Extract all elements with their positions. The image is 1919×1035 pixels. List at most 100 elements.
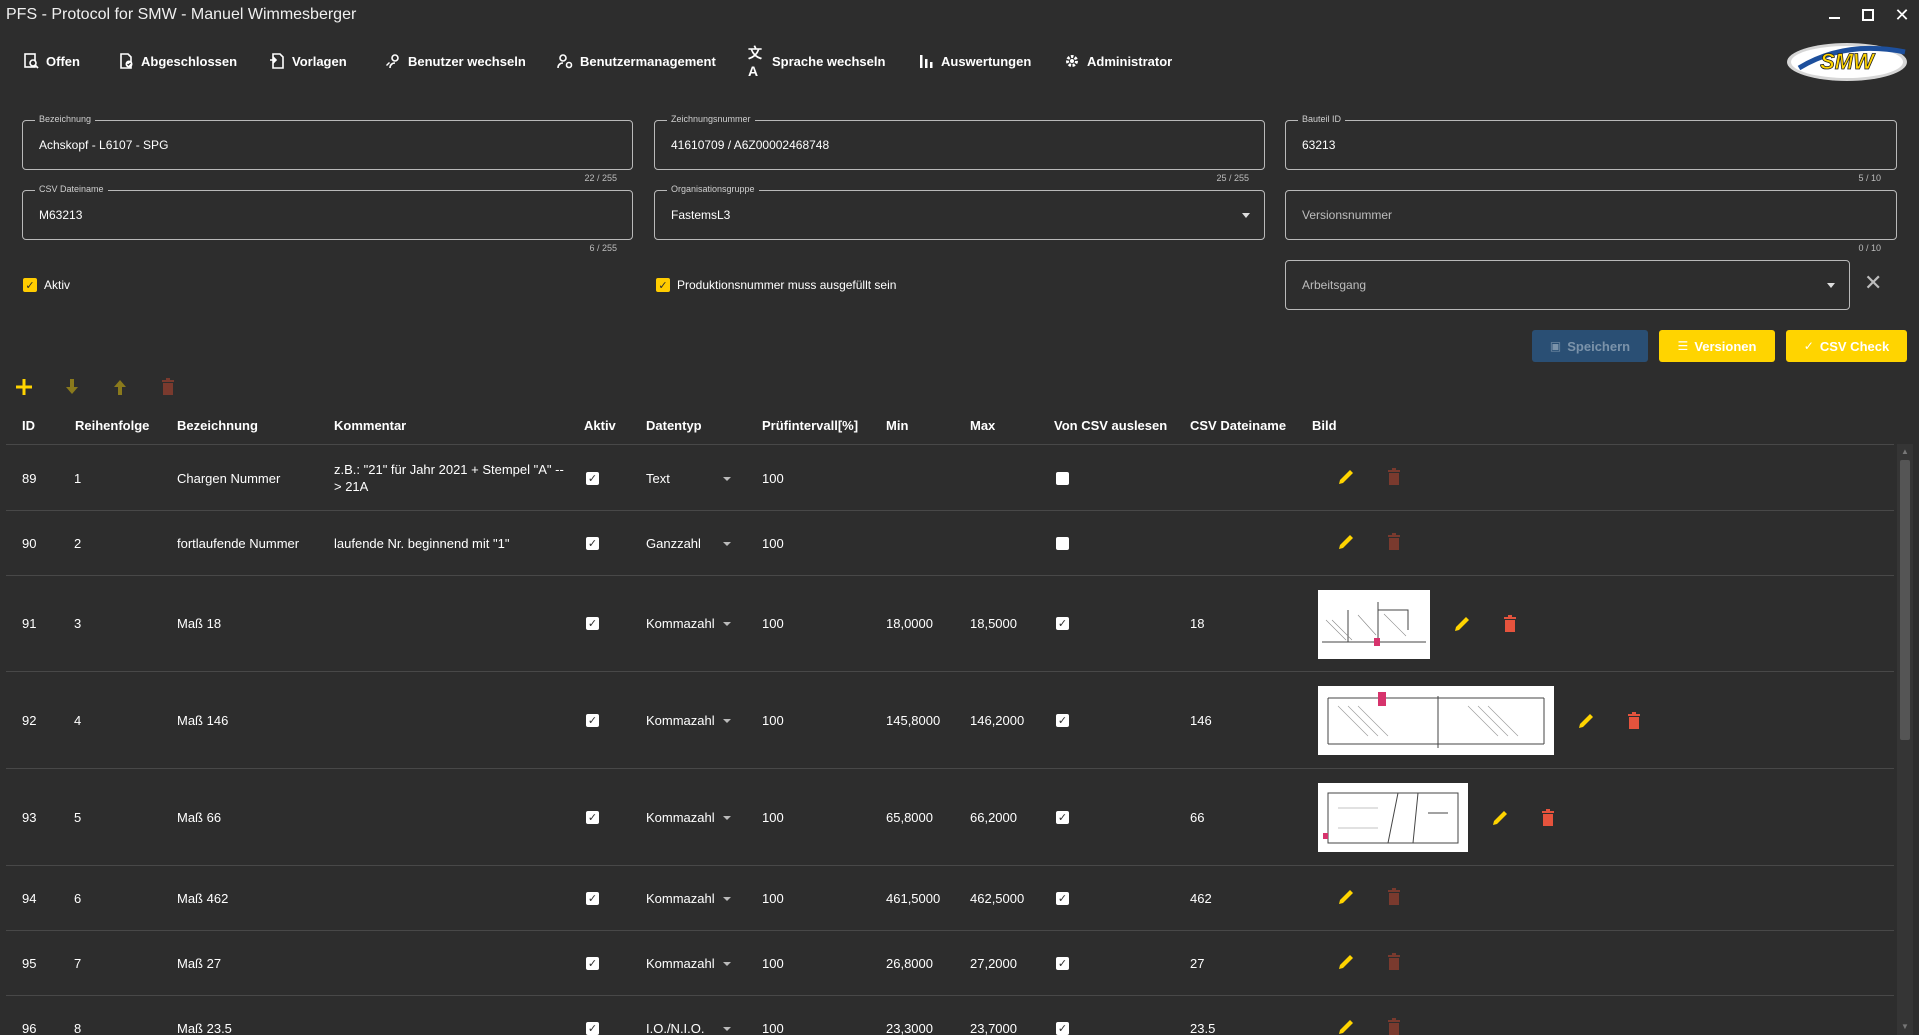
- scroll-down-icon[interactable]: ▼: [1901, 1022, 1909, 1031]
- scroll-up-icon[interactable]: ▲: [1901, 447, 1909, 456]
- table-row[interactable]: 93 5 Maß 66 ✓ Kommazahl 100 65,8000 66,2…: [6, 768, 1894, 865]
- arbeitsgang-select[interactable]: Arbeitsgang: [1285, 260, 1850, 310]
- column-header-bezeichnung[interactable]: Bezeichnung: [177, 418, 258, 433]
- cell-datatype[interactable]: Kommazahl: [646, 956, 715, 971]
- drawing-thumbnail[interactable]: [1318, 783, 1468, 852]
- cell-datatype[interactable]: Kommazahl: [646, 891, 715, 906]
- table-row[interactable]: 90 2 fortlaufende Nummer laufende Nr. be…: [6, 510, 1894, 575]
- cell-datatype[interactable]: Kommazahl: [646, 713, 715, 728]
- clear-arbeitsgang-button[interactable]: ✕: [1864, 270, 1883, 295]
- column-header-id[interactable]: ID: [22, 418, 35, 433]
- nav-auswertungen[interactable]: Auswertungen: [917, 50, 1031, 72]
- column-header-datentyp[interactable]: Datentyp: [646, 418, 702, 433]
- nav-offen[interactable]: Offen: [22, 50, 80, 72]
- versionsnummer-field[interactable]: Versionsnummer: [1285, 190, 1897, 240]
- csv-dateiname-field[interactable]: CSV Dateiname M63213: [22, 184, 633, 240]
- bauteil-id-field[interactable]: Bauteil ID 63213: [1285, 114, 1897, 170]
- aktiv-checkbox[interactable]: ✓: [586, 617, 599, 630]
- title-bar: PFS - Protocol for SMW - Manuel Wimmesbe…: [0, 0, 1919, 30]
- cell-datatype[interactable]: Text: [646, 471, 670, 486]
- csv-checkbox[interactable]: ✓: [1056, 617, 1069, 630]
- aktiv-checkbox[interactable]: ✓: [586, 957, 599, 970]
- column-header-csv-dateiname[interactable]: CSV Dateiname: [1190, 418, 1287, 433]
- cell-datatype[interactable]: I.O./N.I.O.: [646, 1021, 705, 1035]
- column-header-von-csv[interactable]: Von CSV auslesen: [1054, 418, 1168, 433]
- delete-image-button[interactable]: [1538, 807, 1558, 829]
- delete-image-button[interactable]: [1384, 951, 1404, 973]
- nav-abgeschlossen[interactable]: Abgeschlossen: [117, 50, 237, 72]
- drawing-thumbnail[interactable]: [1318, 590, 1430, 659]
- csv-checkbox[interactable]: ✓: [1056, 892, 1069, 905]
- table-row[interactable]: 89 1 Chargen Nummer z.B.: "21" für Jahr …: [6, 444, 1894, 510]
- versionen-button[interactable]: ☰ Versionen: [1659, 330, 1775, 362]
- delete-image-button[interactable]: [1384, 1016, 1404, 1035]
- table-row[interactable]: 94 6 Maß 462 ✓ Kommazahl 100 461,5000 46…: [6, 865, 1894, 930]
- csv-check-button[interactable]: ✓ CSV Check: [1786, 330, 1907, 362]
- csv-checkbox[interactable]: ✓: [1056, 714, 1069, 727]
- column-header-pruefintervall[interactable]: Prüfintervall[%]: [762, 418, 859, 433]
- csv-checkbox[interactable]: [1056, 472, 1069, 485]
- edit-button[interactable]: [1490, 807, 1510, 829]
- nav-sprache-wechseln[interactable]: 文A Sprache wechseln: [748, 45, 885, 79]
- move-down-button[interactable]: [62, 377, 82, 397]
- produktionsnummer-checkbox[interactable]: ✓ Produktionsnummer muss ausgefüllt sein: [656, 278, 896, 292]
- column-header-aktiv[interactable]: Aktiv: [584, 418, 616, 433]
- add-row-button[interactable]: [14, 377, 34, 397]
- nav-administrator[interactable]: Administrator: [1063, 50, 1172, 72]
- maximize-button[interactable]: [1851, 0, 1885, 30]
- aktiv-checkbox[interactable]: ✓ Aktiv: [23, 278, 70, 292]
- delete-row-button[interactable]: [158, 377, 178, 397]
- aktiv-checkbox[interactable]: ✓: [586, 892, 599, 905]
- column-header-kommentar[interactable]: Kommentar: [334, 418, 407, 433]
- move-up-button[interactable]: [110, 377, 130, 397]
- cell-datatype[interactable]: Kommazahl: [646, 810, 715, 825]
- pencil-icon: [1339, 535, 1353, 549]
- column-header-max[interactable]: Max: [970, 418, 996, 433]
- cell-datatype[interactable]: Ganzzahl: [646, 536, 701, 551]
- aktiv-checkbox[interactable]: ✓: [586, 811, 599, 824]
- csv-checkbox[interactable]: ✓: [1056, 811, 1069, 824]
- close-window-button[interactable]: ✕: [1885, 0, 1919, 30]
- column-header-min[interactable]: Min: [886, 418, 909, 433]
- aktiv-checkbox[interactable]: ✓: [586, 537, 599, 550]
- cell-csvname: 66: [1190, 810, 1205, 825]
- edit-button[interactable]: [1576, 710, 1596, 732]
- table-row[interactable]: 96 8 Maß 23.5 ✓ I.O./N.I.O. 100 23,3000 …: [6, 995, 1894, 1035]
- delete-image-button[interactable]: [1384, 531, 1404, 553]
- cell-order: 1: [74, 471, 82, 486]
- table-row[interactable]: 92 4 Maß 146 ✓ Kommazahl 100 145,8000 14…: [6, 671, 1894, 768]
- nav-benutzermanagement[interactable]: Benutzermanagement: [556, 50, 716, 72]
- scrollbar-thumb[interactable]: [1900, 460, 1910, 740]
- csv-checkbox[interactable]: ✓: [1056, 957, 1069, 970]
- cell-datatype[interactable]: Kommazahl: [646, 616, 715, 631]
- edit-button[interactable]: [1336, 466, 1356, 488]
- csv-checkbox[interactable]: ✓: [1056, 1022, 1069, 1035]
- edit-button[interactable]: [1452, 613, 1472, 635]
- edit-button[interactable]: [1336, 951, 1356, 973]
- cell-csvname: 146: [1190, 713, 1212, 728]
- speichern-button[interactable]: ▣ Speichern: [1532, 330, 1648, 362]
- aktiv-checkbox[interactable]: ✓: [586, 472, 599, 485]
- table-row[interactable]: 95 7 Maß 27 ✓ Kommazahl 100 26,8000 27,2…: [6, 930, 1894, 995]
- edit-button[interactable]: [1336, 886, 1356, 908]
- delete-image-button[interactable]: [1500, 613, 1520, 635]
- drawing-thumbnail[interactable]: [1318, 686, 1554, 755]
- organisationsgruppe-select[interactable]: Organisationsgruppe FastemsL3: [654, 184, 1265, 240]
- csv-checkbox[interactable]: [1056, 537, 1069, 550]
- minimize-button[interactable]: [1817, 0, 1851, 30]
- aktiv-checkbox[interactable]: ✓: [586, 1022, 599, 1035]
- delete-image-button[interactable]: [1384, 886, 1404, 908]
- zeichnungsnummer-field[interactable]: Zeichnungsnummer 41610709 / A6Z000024687…: [654, 114, 1265, 170]
- nav-vorlagen[interactable]: Vorlagen: [268, 50, 347, 72]
- delete-image-button[interactable]: [1624, 710, 1644, 732]
- bezeichnung-field[interactable]: Bezeichnung Achskopf - L6107 - SPG: [22, 114, 633, 170]
- table-row[interactable]: 91 3 Maß 18 ✓ Kommazahl 100 18,0000 18,5…: [6, 575, 1894, 671]
- delete-image-button[interactable]: [1384, 466, 1404, 488]
- table-scrollbar[interactable]: ▲ ▼: [1897, 444, 1913, 1035]
- aktiv-checkbox[interactable]: ✓: [586, 714, 599, 727]
- column-header-bild[interactable]: Bild: [1312, 418, 1337, 433]
- column-header-reihenfolge[interactable]: Reihenfolge: [75, 418, 150, 433]
- edit-button[interactable]: [1336, 1016, 1356, 1035]
- nav-benutzer-wechseln[interactable]: Benutzer wechseln: [384, 50, 526, 72]
- edit-button[interactable]: [1336, 531, 1356, 553]
